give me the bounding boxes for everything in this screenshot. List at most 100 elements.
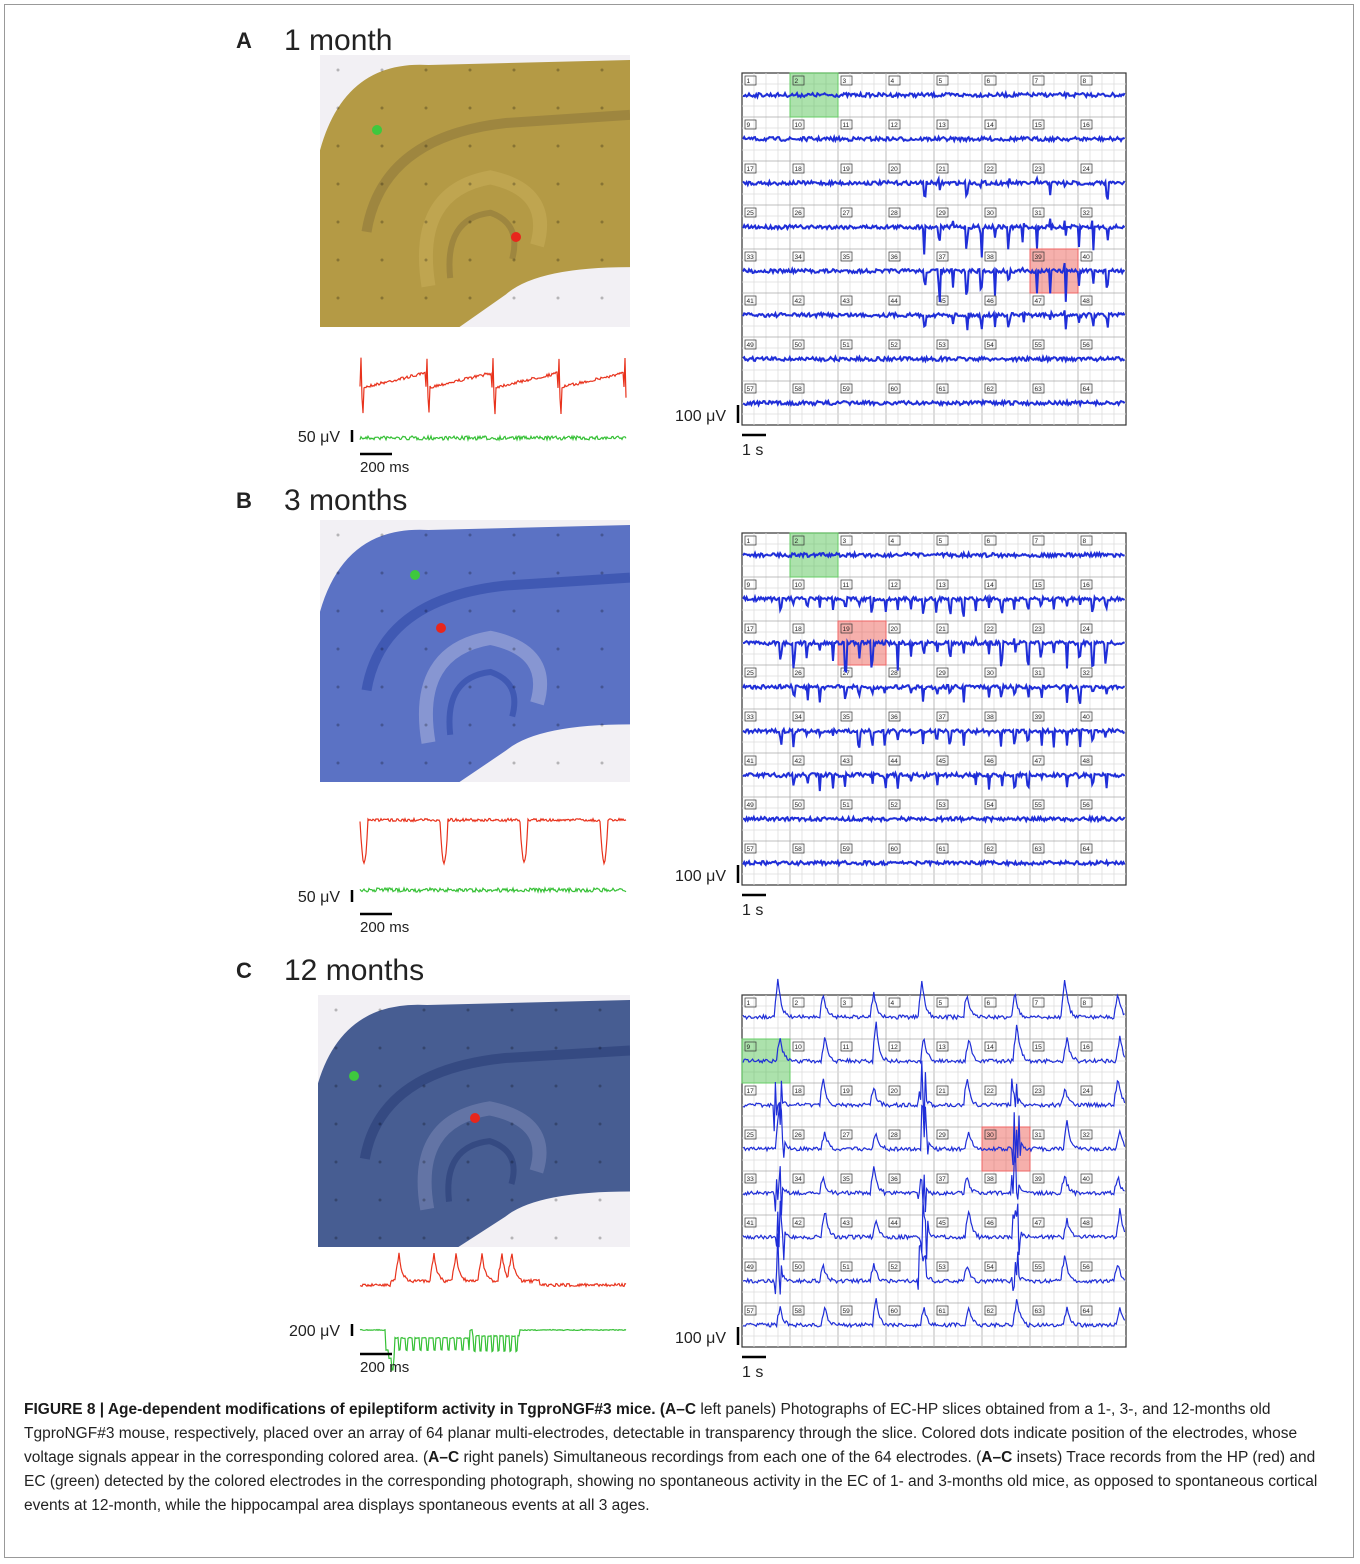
electrode-label: 26 xyxy=(795,1132,803,1139)
caption-run: right panels) Simultaneous recordings fr… xyxy=(459,1449,981,1466)
electrode-dot xyxy=(337,259,340,262)
electrode-label: 24 xyxy=(1083,626,1091,633)
electrode-dot xyxy=(513,297,516,300)
panel-letter: C xyxy=(236,958,252,983)
electrode-dot xyxy=(469,107,472,110)
caption-run: A–C xyxy=(428,1449,459,1466)
electrode-dot xyxy=(425,686,428,689)
electrode-label: 29 xyxy=(939,670,947,677)
electrode-label: 15 xyxy=(1035,1044,1043,1051)
electrode-dot xyxy=(425,762,428,765)
grid-t-label: 1 s xyxy=(742,902,763,919)
electrode-dot xyxy=(467,1199,470,1202)
electrode-label: 17 xyxy=(747,166,755,173)
electrode-label: 38 xyxy=(987,714,995,721)
red-electrode xyxy=(436,623,446,633)
grid-v-label: 100 μV xyxy=(675,868,726,885)
electrode-dot xyxy=(337,724,340,727)
electrode-dot xyxy=(513,221,516,224)
electrode-label: 37 xyxy=(939,714,947,721)
electrode-dot xyxy=(335,1085,338,1088)
electrode-dot xyxy=(469,259,472,262)
electrode-label: 47 xyxy=(1035,298,1043,305)
electrode-label: 19 xyxy=(843,166,851,173)
caption-run: FIGURE 8 | Age-dependent modifications o… xyxy=(24,1401,696,1418)
electrode-label: 44 xyxy=(891,298,899,305)
electrode-label: 61 xyxy=(939,846,947,853)
electrode-label: 63 xyxy=(1035,386,1043,393)
electrode-label: 49 xyxy=(747,342,755,349)
electrode-label: 56 xyxy=(1083,342,1091,349)
electrode-label: 32 xyxy=(1083,210,1091,217)
inset-t-label: 200 ms xyxy=(360,459,409,476)
electrode-label: 57 xyxy=(747,386,755,393)
electrode-label: 1 xyxy=(747,1000,751,1007)
electrode-dot xyxy=(511,1085,514,1088)
electrode-dot xyxy=(557,572,560,575)
electrode-dot xyxy=(601,145,604,148)
electrode-dot xyxy=(513,69,516,72)
hp-trace xyxy=(360,819,626,864)
electrode-label: 14 xyxy=(987,582,995,589)
electrode-dot xyxy=(555,1123,558,1126)
electrode-label: 16 xyxy=(1083,582,1091,589)
electrode-label: 52 xyxy=(891,1264,899,1271)
electrode-dot xyxy=(557,107,560,110)
electrode-dot xyxy=(599,1085,602,1088)
electrode-label: 11 xyxy=(843,582,850,589)
electrode-dot xyxy=(469,221,472,224)
electrode-label: 45 xyxy=(939,758,947,765)
electrode-dot xyxy=(337,221,340,224)
electrode-label: 30 xyxy=(987,1132,995,1139)
electrode-label: 61 xyxy=(939,386,947,393)
green-electrode xyxy=(410,570,420,580)
electrode-dot xyxy=(555,1237,558,1240)
electrode-dot xyxy=(379,1199,382,1202)
electrode-dot xyxy=(423,1047,426,1050)
electrode-dot xyxy=(469,145,472,148)
electrode-label: 39 xyxy=(1035,714,1043,721)
electrode-dot xyxy=(557,724,560,727)
electrode-label: 5 xyxy=(939,78,943,85)
electrode-dot xyxy=(511,1047,514,1050)
electrode-dot xyxy=(381,686,384,689)
electrode-label: 9 xyxy=(747,582,751,589)
electrode-label: 63 xyxy=(1035,846,1043,853)
electrode-label: 16 xyxy=(1083,1044,1091,1051)
green-electrode xyxy=(372,125,382,135)
electrode-label: 46 xyxy=(987,758,995,765)
grid-v-label: 100 μV xyxy=(675,408,726,425)
electrode-dot xyxy=(599,1237,602,1240)
electrode-dot xyxy=(425,107,428,110)
electrode-dot xyxy=(467,1161,470,1164)
caption-run: A–C xyxy=(981,1449,1012,1466)
electrode-label: 58 xyxy=(795,846,803,853)
electrode-dot xyxy=(469,610,472,613)
electrode-label: 49 xyxy=(747,1264,755,1271)
grid-t-label: 1 s xyxy=(742,1364,763,1381)
electrode-dot xyxy=(599,1123,602,1126)
electrode-dot xyxy=(423,1009,426,1012)
electrode-label: 43 xyxy=(843,298,851,305)
electrode-dot xyxy=(557,762,560,765)
electrode-label: 10 xyxy=(795,582,803,589)
electrode-label: 53 xyxy=(939,342,947,349)
electrode-dot xyxy=(335,1161,338,1164)
electrode-dot xyxy=(469,648,472,651)
electrode-dot xyxy=(513,648,516,651)
inset-v-label: 200 μV xyxy=(289,1323,340,1340)
electrode-dot xyxy=(557,610,560,613)
electrode-label: 1 xyxy=(747,78,751,85)
electrode-dot xyxy=(513,724,516,727)
electrode-dot xyxy=(337,297,340,300)
electrode-dot xyxy=(511,1009,514,1012)
electrode-label: 7 xyxy=(1035,78,1039,85)
electrode-label: 43 xyxy=(843,1220,851,1227)
electrode-label: 6 xyxy=(987,538,991,545)
electrode-label: 15 xyxy=(1035,582,1043,589)
electrode-label: 10 xyxy=(795,1044,803,1051)
panel-title: 1 month xyxy=(284,24,392,57)
electrode-label: 60 xyxy=(891,846,899,853)
electrode-dot xyxy=(381,724,384,727)
electrode-dot xyxy=(467,1237,470,1240)
